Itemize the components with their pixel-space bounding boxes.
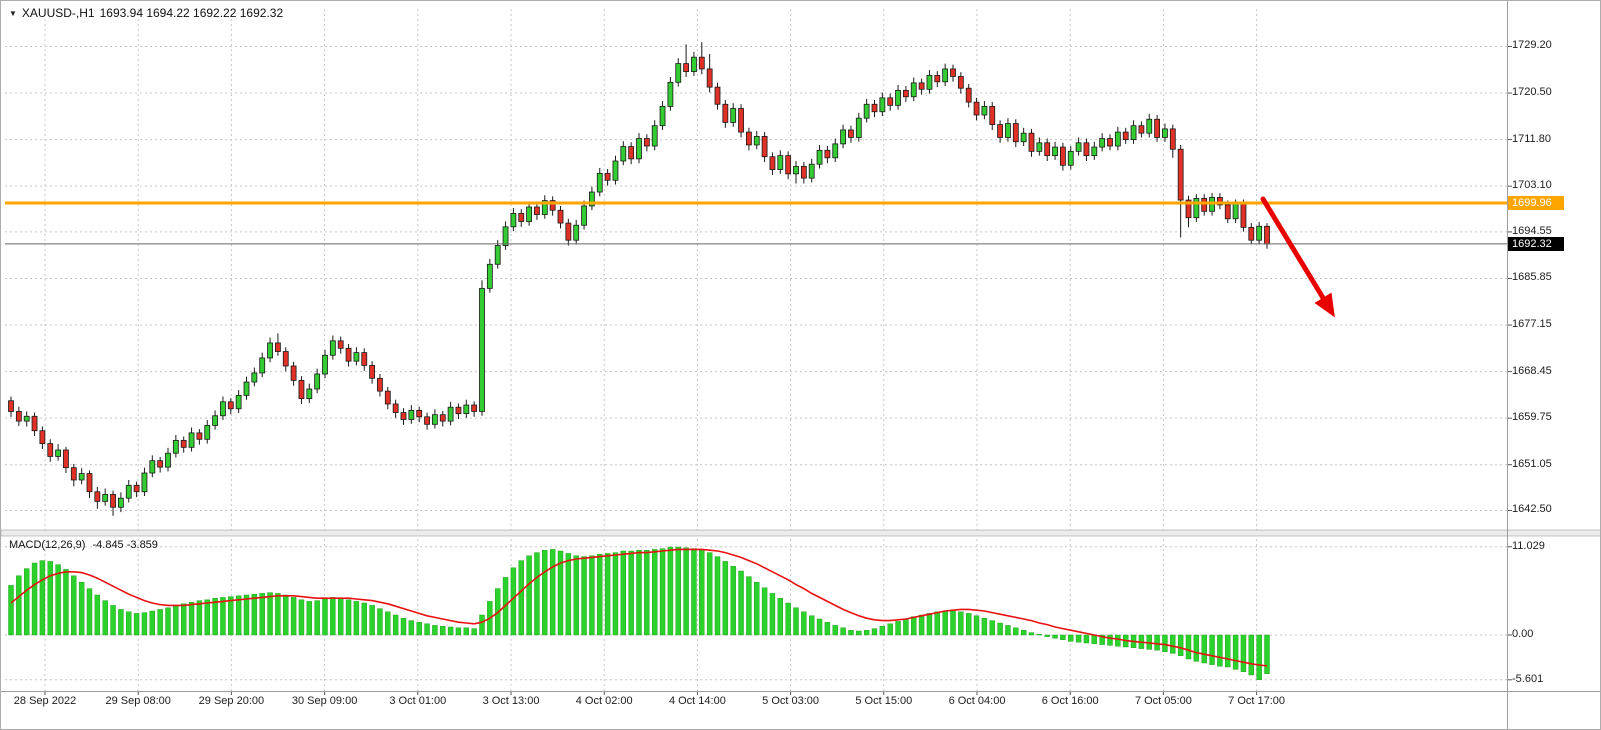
grid-layer	[5, 9, 1512, 695]
price-axis-label: 1711.80	[1512, 132, 1551, 145]
time-axis-label: 7 Oct 05:00	[1134, 695, 1192, 707]
price-axis-label: 1694.55	[1512, 224, 1552, 237]
macd-values: -4.845 -3.859	[92, 539, 158, 551]
time-axis-label: 5 Oct 03:00	[762, 695, 820, 707]
time-axis-label: 4 Oct 02:00	[575, 695, 633, 707]
price-axis-label: 1668.45	[1512, 364, 1552, 377]
time-axis-label: 4 Oct 14:00	[668, 695, 726, 707]
ohlc-readout: 1693.94 1694.22 1692.22 1692.32	[99, 6, 284, 20]
symbol-dropdown-icon[interactable]: ▼	[9, 8, 17, 18]
trend-arrow[interactable]	[1260, 196, 1335, 318]
price-axis-label: 1720.50	[1512, 86, 1552, 99]
chart-header: ▼ XAUUSD-,H1 1693.94 1694.22 1692.22 169…	[9, 6, 283, 20]
price-axis-label: 1642.50	[1512, 503, 1552, 516]
price-axis-label: 1703.10	[1512, 179, 1552, 192]
price-axis-label: 1677.15	[1512, 318, 1552, 331]
time-axis-label: 6 Oct 04:00	[948, 695, 1006, 707]
time-axis-label: 5 Oct 15:00	[855, 695, 913, 707]
macd-name: MACD(12,26,9)	[9, 539, 86, 551]
macd-indicator-label: MACD(12,26,9) -4.845 -3.859	[9, 539, 162, 551]
time-axis-label: 3 Oct 13:00	[482, 695, 540, 707]
time-axis-label: 6 Oct 16:00	[1041, 695, 1099, 707]
time-axis-label: 29 Sep 20:00	[198, 695, 265, 707]
macd-histogram	[8, 546, 1270, 680]
bid-price-tag: 1692.32	[1508, 236, 1564, 251]
macd-axis-label: 11.029	[1512, 539, 1545, 552]
time-axis-label: 30 Sep 09:00	[291, 695, 358, 707]
time-axis-label: 29 Sep 08:00	[105, 695, 171, 707]
symbol-timeframe-label: XAUUSD-,H1	[21, 6, 95, 20]
macd-signal-line	[10, 548, 1268, 667]
time-axis-label: 28 Sep 2022	[13, 695, 77, 707]
macd-axis-label: 0.00	[1512, 628, 1534, 640]
time-axis-label: 3 Oct 01:00	[389, 695, 447, 707]
hline-price-tag[interactable]: 1699.96	[1508, 195, 1564, 210]
candles-layer	[8, 42, 1270, 516]
price-axis-label: 1651.05	[1512, 457, 1552, 470]
macd-axis-label: -5.601	[1512, 672, 1544, 685]
price-axis-label: 1659.75	[1512, 411, 1552, 424]
price-axis-label: 1729.20	[1512, 39, 1552, 52]
time-axis-label: 7 Oct 17:00	[1228, 695, 1286, 707]
price-axis-label: 1685.85	[1512, 271, 1552, 284]
